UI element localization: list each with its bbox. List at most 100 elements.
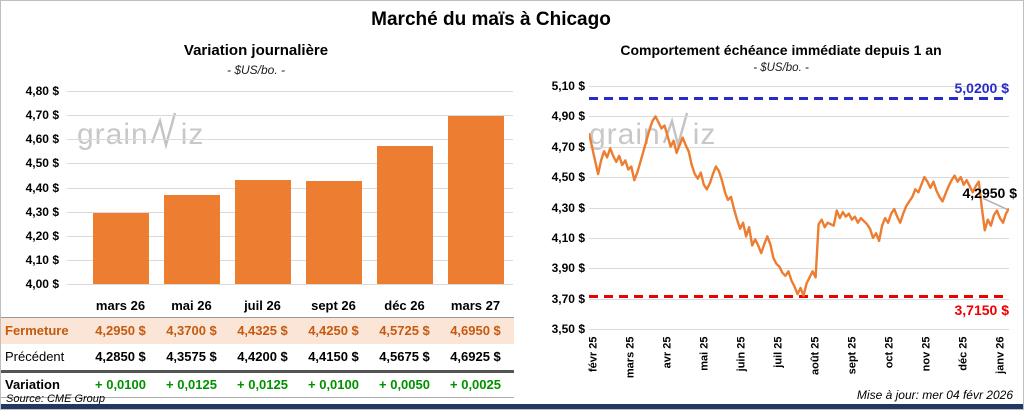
y-tick-label: 4,70 $ [25, 108, 59, 123]
y-tick-label: 4,30 $ [25, 204, 59, 219]
gridline [589, 177, 1009, 179]
y-tick-label: 4,70 $ [551, 139, 585, 154]
table-cell: 4,2950 $ [95, 323, 146, 338]
bar [92, 212, 149, 284]
gridline [589, 329, 1009, 330]
month-tick-label: juin 25 [735, 336, 748, 372]
line-chart-title: Comportement échéance immédiate depuis 1… [620, 42, 942, 58]
month-tick-label: févr 25 [587, 336, 600, 372]
watermark-zigzag-icon [150, 112, 176, 150]
table-cell: 4,3700 $ [166, 323, 217, 338]
row-label: Précédent [5, 349, 65, 364]
last-price-leader-line [982, 197, 1008, 210]
resistance-level-label: 5,0200 $ [954, 80, 1010, 96]
table-row-close: Fermeture 4,2950 $ 4,3700 $ 4,4325 $ 4,4250 … [1, 317, 514, 345]
category-label: mai 26 [171, 298, 212, 313]
month-tick-label: janv 26 [994, 336, 1007, 374]
table-cell: 4,6925 $ [450, 349, 501, 364]
table-cell: + 0,0100 [308, 377, 359, 392]
y-tick-label: 4,90 $ [551, 109, 585, 124]
price-line [589, 115, 1009, 297]
y-tick-label: 4,10 $ [551, 230, 585, 245]
table-cell: 4,4325 $ [237, 323, 288, 338]
grainwiz-watermark: grain iz [77, 111, 204, 150]
gridline [589, 86, 1009, 87]
bar [305, 181, 362, 284]
category-label: sept 26 [311, 298, 356, 313]
category-label: déc 26 [384, 298, 425, 313]
table-cell: + 0,0100 [95, 377, 146, 392]
table-cell: 4,3575 $ [166, 349, 217, 364]
y-tick-label: 4,60 $ [25, 132, 59, 147]
bar [376, 145, 433, 284]
gridline [589, 146, 1009, 148]
last-price-label: 4,2950 $ [962, 185, 1018, 201]
grainwiz-watermark: grain iz [589, 111, 716, 150]
y-tick-label: 4,00 $ [25, 277, 59, 291]
support-dashed-line [589, 294, 1009, 298]
watermark-text-prefix: grain [77, 118, 149, 151]
table-cell: 4,4150 $ [308, 349, 359, 364]
month-tick-label: déc 25 [957, 336, 970, 371]
table-cell: + 0,0125 [166, 377, 217, 392]
y-tick-label: 3,70 $ [551, 291, 585, 306]
y-tick-label: 4,40 $ [25, 180, 59, 195]
gridline [589, 237, 1009, 239]
bottom-accent-bar [1, 404, 1023, 409]
category-label: mars 27 [450, 298, 501, 313]
gridline [589, 298, 1009, 300]
bar [447, 116, 504, 284]
bar [163, 194, 220, 284]
y-tick-label: 3,50 $ [551, 322, 585, 336]
y-tick-label: 4,80 $ [25, 84, 59, 98]
y-tick-label: 5,10 $ [551, 79, 585, 93]
gridline [67, 284, 513, 285]
y-tick-label: 4,30 $ [551, 200, 585, 215]
watermark-text-suffix: iz [692, 118, 717, 151]
month-tick-label: oct 25 [883, 336, 896, 369]
gridline [67, 115, 513, 117]
month-tick-label: août 25 [809, 336, 822, 376]
updated-note: Mise à jour: mer 04 févr 2026 [856, 388, 1013, 402]
month-tick-label: mai 25 [698, 336, 711, 371]
line-chart-plot-area [589, 86, 1009, 330]
table-cell: 4,6950 $ [450, 323, 501, 338]
gridline [589, 116, 1009, 118]
row-label: Variation [5, 377, 60, 392]
month-tick-label: mars 25 [624, 336, 637, 379]
page-title: Marché du maïs à Chicago [371, 9, 611, 30]
bar-chart-title: Variation journalière [183, 42, 329, 59]
line-chart-subtitle: - $US/bo. - [753, 62, 809, 74]
table-cell: 4,5725 $ [379, 323, 430, 338]
table-cell: + 0,0025 [450, 377, 501, 392]
y-tick-label: 4,20 $ [25, 228, 59, 243]
category-label: mars 26 [95, 298, 146, 313]
source-note: Source: CME Group [6, 393, 106, 405]
table-cell: + 0,0050 [379, 377, 430, 392]
table-cell: 4,4250 $ [308, 323, 359, 338]
gridline [67, 139, 513, 141]
table-cell: 4,2850 $ [95, 349, 146, 364]
row-label: Fermeture [5, 323, 69, 338]
month-tick-label: avr 25 [661, 336, 674, 369]
table-cell: 4,4200 $ [237, 349, 288, 364]
price-line-svg [589, 115, 1009, 297]
y-tick-label: 4,10 $ [25, 252, 59, 267]
resistance-dashed-line [589, 96, 1009, 100]
table-row-previous: Précédent 4,2850 $ 4,3575 $ 4,4200 $ 4,4150 … [1, 344, 514, 373]
y-tick-label: 3,90 $ [551, 261, 585, 276]
watermark-zigzag-icon [662, 112, 688, 150]
y-tick-label: 4,50 $ [25, 156, 59, 171]
category-label: juil 26 [244, 298, 281, 313]
watermark-text-suffix: iz [180, 118, 205, 151]
bar-chart-plot-area [67, 91, 513, 285]
bar [234, 179, 291, 284]
month-tick-label: juil 25 [772, 336, 785, 368]
gridline [67, 91, 513, 92]
bar-chart-subtitle: - $US/bo. - [226, 63, 286, 77]
gridline [67, 163, 513, 165]
y-tick-label: 4,50 $ [551, 170, 585, 185]
month-tick-label: sept 25 [846, 336, 859, 375]
month-tick-label: nov 25 [920, 336, 933, 372]
